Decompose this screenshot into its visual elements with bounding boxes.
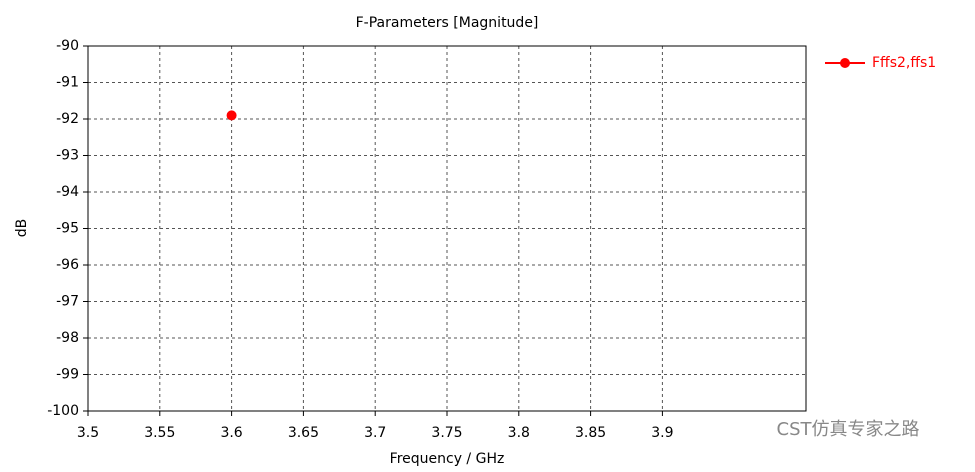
y-tick-label: -97 <box>56 294 79 310</box>
y-tick-label: -91 <box>56 75 79 91</box>
y-tick-label: -98 <box>56 330 79 346</box>
x-tick-label: 3.65 <box>288 425 319 441</box>
x-tick-label: 3.8 <box>508 425 530 441</box>
watermark: CST仿真专家之路 <box>777 419 920 440</box>
x-tick-label: 3.6 <box>220 425 242 441</box>
y-tick-label: -90 <box>56 38 79 54</box>
y-axis-label: dB <box>14 219 30 238</box>
y-tick-label: -99 <box>56 367 79 383</box>
y-tick-label: -95 <box>56 221 79 237</box>
x-tick-label: 3.75 <box>431 425 462 441</box>
x-tick-label: 3.9 <box>651 425 673 441</box>
y-tick-label: -93 <box>56 148 79 164</box>
y-tick-label: -94 <box>56 184 79 200</box>
y-tick-label: -100 <box>47 403 79 419</box>
legend-marker <box>840 58 850 68</box>
y-tick-label: -92 <box>56 111 79 127</box>
x-tick-label: 3.5 <box>77 425 99 441</box>
chart-title: F-Parameters [Magnitude] <box>356 15 539 31</box>
x-tick-label: 3.7 <box>364 425 386 441</box>
x-tick-label: 3.85 <box>575 425 606 441</box>
y-tick-label: -96 <box>56 257 79 273</box>
point <box>226 110 237 121</box>
x-axis-label: Frequency / GHz <box>390 451 505 467</box>
legend-label: Fffs2,ffs1 <box>872 55 936 71</box>
plot-frame <box>87 45 807 412</box>
x-tick-label: 3.55 <box>144 425 175 441</box>
